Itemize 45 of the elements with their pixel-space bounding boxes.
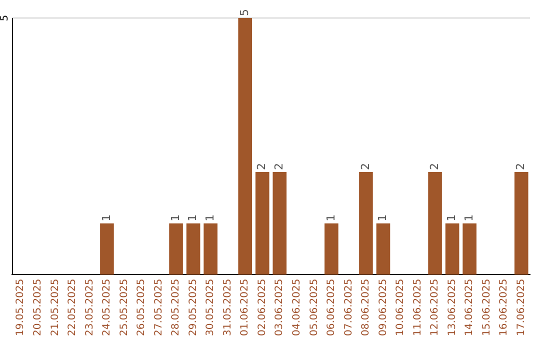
data-label: 1 <box>445 214 458 222</box>
data-label: 1 <box>462 214 476 222</box>
data-label: 1 <box>168 214 182 222</box>
x-tick-label: 17.06.2025 <box>516 278 527 336</box>
data-label: 2 <box>272 163 286 170</box>
x-tick-label: 05.06.2025 <box>308 278 320 336</box>
x-tick-label: 29.05.2025 <box>188 278 199 336</box>
x-tick-label: 30.05.2025 <box>205 278 216 336</box>
data-label: 5 <box>238 9 251 16</box>
x-tick-label: 07.06.2025 <box>343 278 354 336</box>
x-tick-label: 10.06.2025 <box>395 278 406 336</box>
data-label: 1 <box>186 214 200 222</box>
x-tick-label: 13.06.2025 <box>446 278 458 336</box>
x-tick-label: 22.05.2025 <box>67 278 78 336</box>
ref-line-label: 5 <box>0 14 11 22</box>
x-tick-label: 09.06.2025 <box>378 278 389 336</box>
x-tick-label: 16.06.2025 <box>498 278 510 336</box>
data-label: 2 <box>358 163 372 170</box>
x-tick-label: 31.05.2025 <box>222 278 234 336</box>
data-label: 1 <box>100 214 113 222</box>
x-tick-label: 15.06.2025 <box>481 278 492 336</box>
x-tick-label: 12.06.2025 <box>430 278 441 336</box>
data-label: 1 <box>203 214 216 222</box>
x-tick-label: 14.06.2025 <box>464 278 476 336</box>
data-label: 2 <box>514 163 528 170</box>
x-tick-label: 08.06.2025 <box>360 278 372 336</box>
x-tick-label: 20.05.2025 <box>32 278 44 336</box>
data-label: 2 <box>255 163 268 170</box>
x-tick-label: 01.06.2025 <box>240 278 251 336</box>
x-tick-label: 11.06.2025 <box>412 278 424 336</box>
data-label: 1 <box>324 214 338 222</box>
x-tick-label: 19.05.2025 <box>15 278 26 336</box>
data-label: 2 <box>428 163 441 170</box>
data-label: 1 <box>376 214 390 222</box>
x-tick-label: 02.06.2025 <box>256 278 268 336</box>
x-tick-label: 25.05.2025 <box>118 278 130 336</box>
x-tick-label: 24.05.2025 <box>102 278 113 336</box>
x-tick-label: 26.05.2025 <box>136 278 148 336</box>
x-tick-label: 04.06.2025 <box>291 278 302 336</box>
x-tick-label: 23.05.2025 <box>84 278 96 336</box>
x-tick-label: 21.05.2025 <box>50 278 61 336</box>
x-tick-label: 27.05.2025 <box>153 278 164 336</box>
x-tick-label: 06.06.2025 <box>326 278 338 336</box>
x-tick-label: 03.06.2025 <box>274 278 286 336</box>
x-tick-label: 28.05.2025 <box>170 278 182 336</box>
